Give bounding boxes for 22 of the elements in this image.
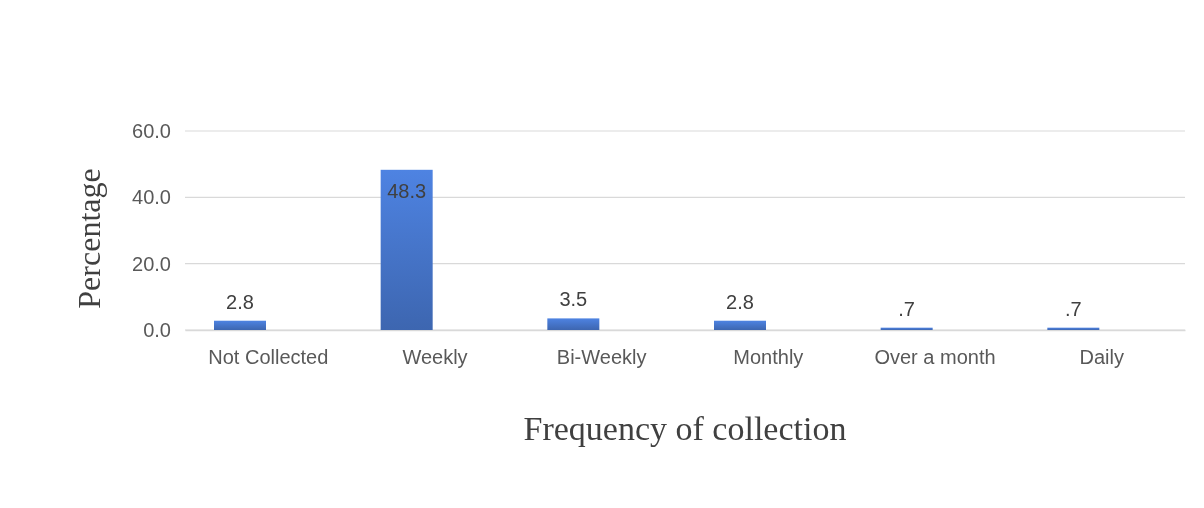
x-tick-label: Not Collected — [208, 346, 329, 369]
bar — [214, 320, 266, 330]
x-tick-label: Over a month — [874, 346, 996, 369]
bar — [380, 169, 433, 330]
x-tick-label: Weekly — [402, 346, 468, 369]
x-tick-label: Daily — [1079, 346, 1124, 369]
bar — [547, 318, 600, 330]
y-tick-label: 20.0 — [132, 252, 171, 275]
y-tick-label: 40.0 — [132, 186, 171, 209]
y-tick-label: 0.0 — [143, 318, 171, 341]
data-label: 3.5 — [559, 288, 588, 311]
y-tick-label: 60.0 — [132, 119, 171, 142]
x-axis-title: Frequency of collection — [523, 410, 847, 447]
data-label: .7 — [898, 297, 916, 320]
bar — [714, 320, 766, 330]
data-label: .7 — [1064, 297, 1082, 320]
data-label: 48.3 — [387, 179, 427, 202]
data-label: 2.8 — [226, 290, 254, 313]
x-tick-label: Monthly — [733, 346, 804, 369]
y-axis-title: Percentage — [71, 168, 107, 309]
x-tick-label: Bi-Weekly — [556, 346, 647, 369]
data-label: 2.8 — [726, 290, 754, 313]
